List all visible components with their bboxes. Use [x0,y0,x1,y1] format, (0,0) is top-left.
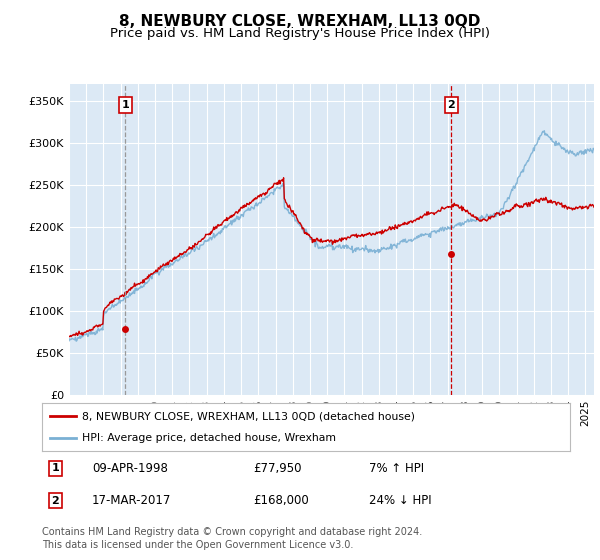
Text: 1: 1 [52,464,59,473]
Text: 8, NEWBURY CLOSE, WREXHAM, LL13 0QD (detached house): 8, NEWBURY CLOSE, WREXHAM, LL13 0QD (det… [82,411,415,421]
Text: 09-APR-1998: 09-APR-1998 [92,462,168,475]
Text: 24% ↓ HPI: 24% ↓ HPI [370,494,432,507]
Text: £168,000: £168,000 [253,494,309,507]
Text: £77,950: £77,950 [253,462,302,475]
Text: HPI: Average price, detached house, Wrexham: HPI: Average price, detached house, Wrex… [82,433,335,443]
Text: Price paid vs. HM Land Registry's House Price Index (HPI): Price paid vs. HM Land Registry's House … [110,27,490,40]
Text: 2: 2 [52,496,59,506]
Text: 17-MAR-2017: 17-MAR-2017 [92,494,172,507]
Text: 2: 2 [448,100,455,110]
Text: 8, NEWBURY CLOSE, WREXHAM, LL13 0QD: 8, NEWBURY CLOSE, WREXHAM, LL13 0QD [119,14,481,29]
Text: 1: 1 [121,100,129,110]
Text: Contains HM Land Registry data © Crown copyright and database right 2024.
This d: Contains HM Land Registry data © Crown c… [42,527,422,550]
Text: 7% ↑ HPI: 7% ↑ HPI [370,462,424,475]
